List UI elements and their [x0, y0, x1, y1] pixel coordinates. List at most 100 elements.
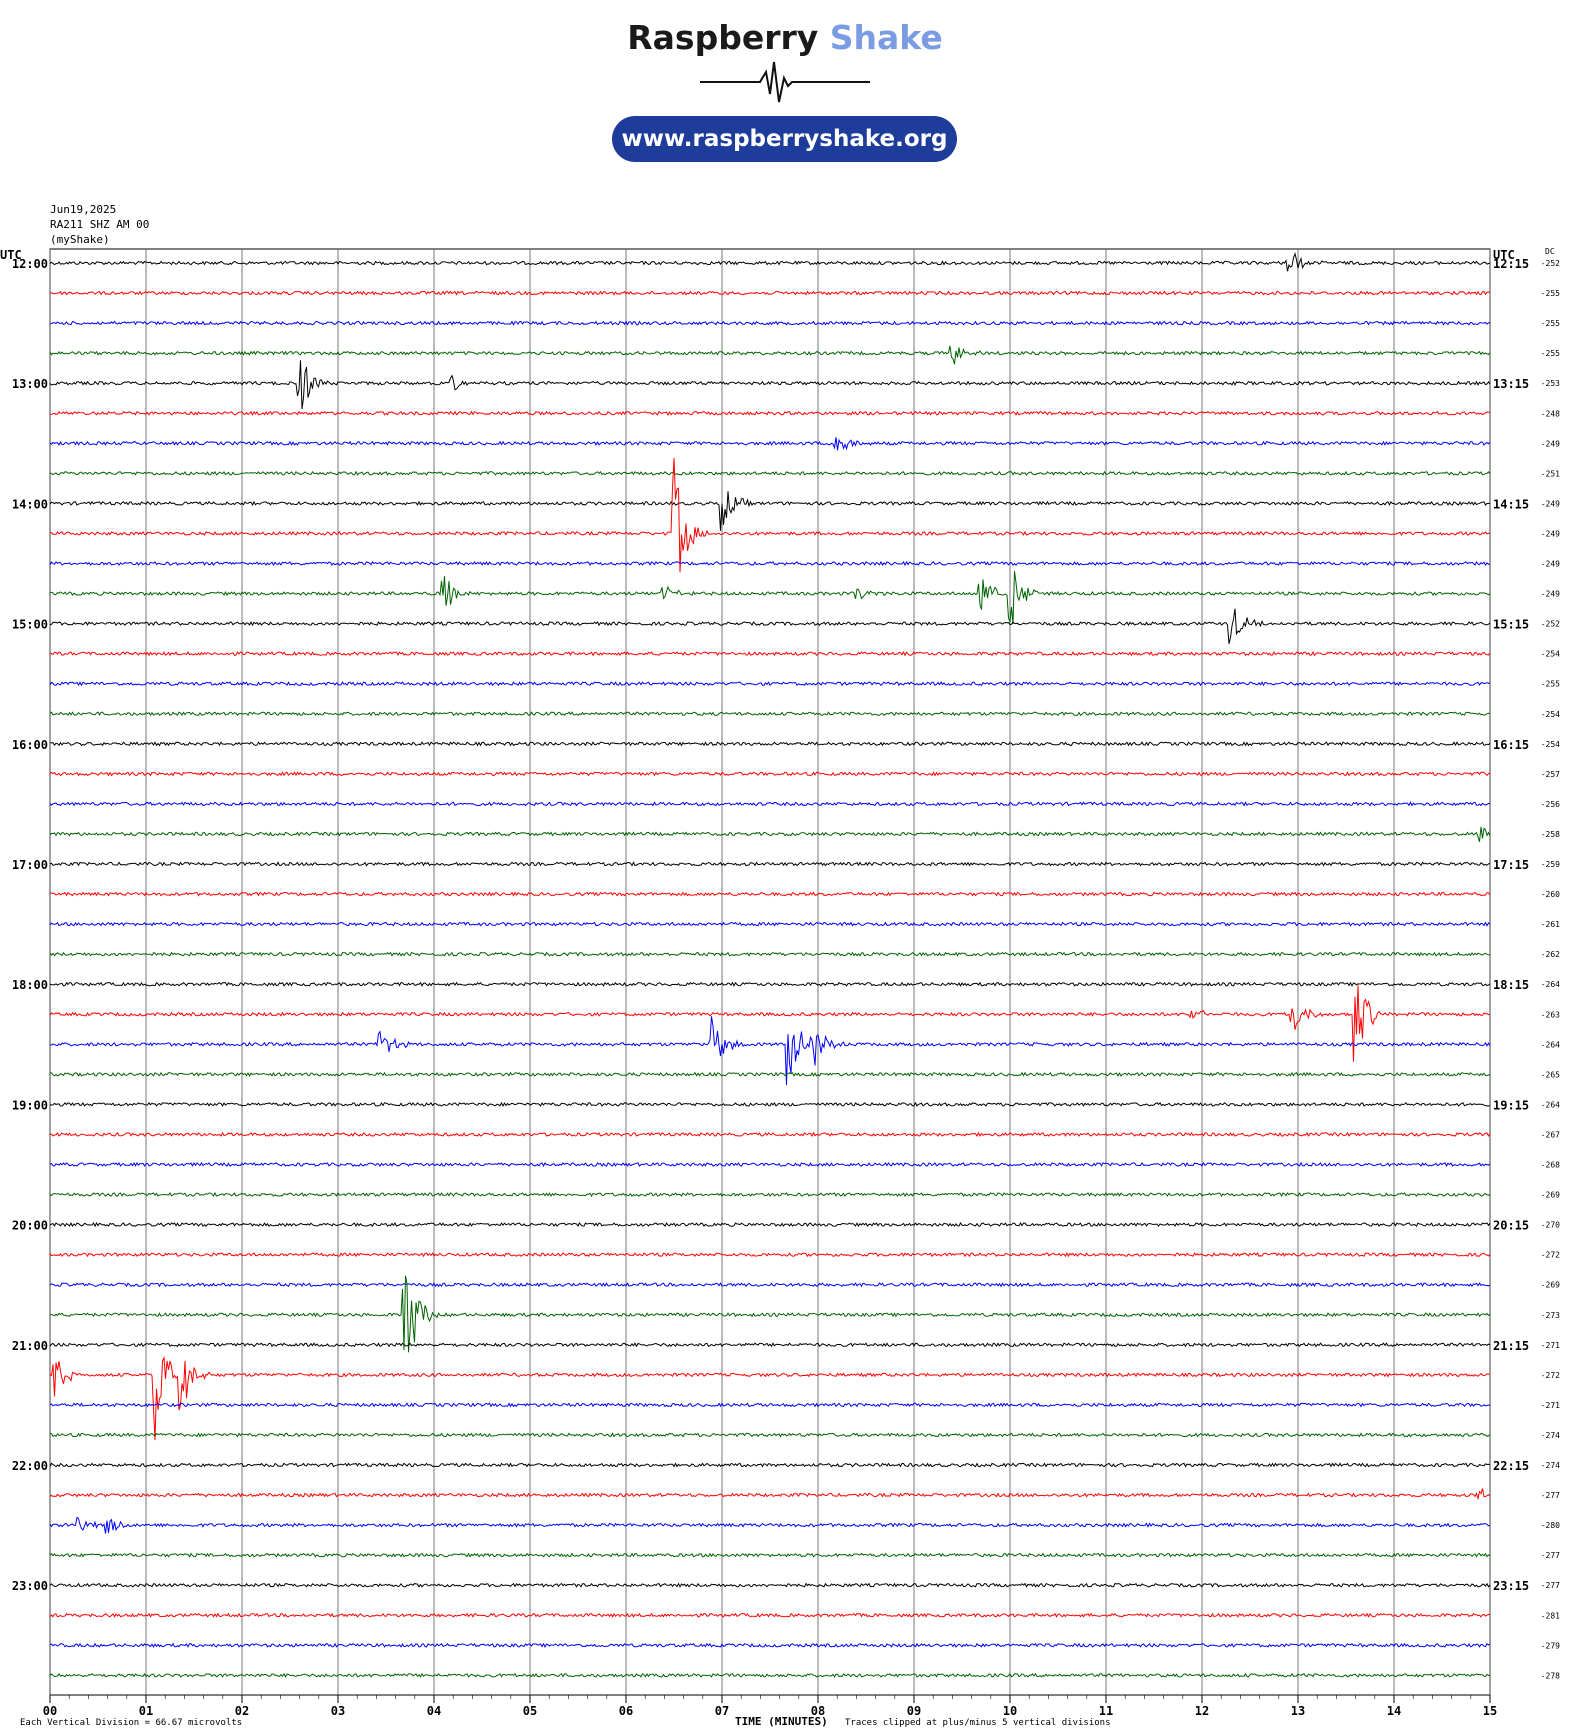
dc-offset-label: -254: [1541, 710, 1560, 719]
hour-label-right: 12:15: [1493, 257, 1529, 271]
dc-offset-label: -255: [1541, 319, 1560, 328]
dc-offset-label: -267: [1541, 1130, 1560, 1139]
utc-label-right: UTC: [1493, 248, 1515, 262]
hour-label-right: 22:15: [1493, 1459, 1529, 1473]
seismic-trace: [49, 1612, 1491, 1618]
seismic-trace: [49, 951, 1491, 957]
seismic-trace: [49, 801, 1491, 807]
website-link[interactable]: www.raspberryshake.org: [612, 116, 957, 162]
hour-label-left: 22:00: [12, 1459, 48, 1473]
dc-offset-label: -262: [1541, 950, 1560, 959]
dc-offset-label: -254: [1541, 650, 1560, 659]
dc-offset-label: -255: [1541, 289, 1560, 298]
hour-label-right: 13:15: [1493, 377, 1529, 391]
dc-offset-label: -248: [1541, 409, 1560, 418]
hour-label-left: 14:00: [12, 497, 48, 511]
seismic-trace: [49, 1161, 1491, 1168]
x-tick-label: 06: [619, 1704, 633, 1718]
dc-offset-label: -258: [1541, 830, 1560, 839]
seismic-trace: [49, 491, 1491, 531]
dc-offset-label: -268: [1541, 1161, 1560, 1170]
x-tick-label: 10: [1003, 1704, 1017, 1718]
x-tick-label: 14: [1387, 1704, 1401, 1718]
dc-offset-label: -277: [1541, 1551, 1560, 1560]
dc-offset-label: -271: [1541, 1341, 1560, 1350]
x-tick-label: 08: [811, 1704, 825, 1718]
seismic-trace: [49, 360, 1491, 409]
seismic-trace: [49, 771, 1491, 777]
dc-offset-label: -251: [1541, 469, 1560, 478]
x-tick-label: 00: [43, 1704, 57, 1718]
seismic-trace: [49, 1552, 1491, 1558]
dc-offset-label: -264: [1541, 1100, 1560, 1109]
date-label: Jun19,2025: [50, 203, 117, 216]
dc-offset-label: -273: [1541, 1311, 1560, 1320]
dc-offset-label: -260: [1541, 890, 1560, 899]
dc-offset-label: -277: [1541, 1581, 1560, 1590]
seismic-wave-logo-icon: [700, 61, 870, 103]
x-tick-label: 09: [907, 1704, 921, 1718]
hour-label-right: 17:15: [1493, 858, 1529, 872]
seismic-trace: [49, 1282, 1491, 1288]
dc-offset-label: -274: [1541, 1461, 1560, 1470]
hour-label-left: 18:00: [12, 978, 48, 992]
brand-title: Raspberry Shake: [0, 18, 1570, 57]
hour-label-left: 23:00: [12, 1579, 48, 1593]
x-axis-title: TIME (MINUTES): [735, 1715, 828, 1728]
dc-offset-label: -249: [1541, 439, 1560, 448]
x-tick-label: 05: [523, 1704, 537, 1718]
dc-offset-label: -277: [1541, 1491, 1560, 1500]
dc-offset-label: -249: [1541, 499, 1560, 508]
dc-offset-label: -272: [1541, 1371, 1560, 1380]
hour-label-left: 15:00: [12, 618, 48, 632]
seismic-trace: [49, 1191, 1491, 1198]
hour-label-right: 18:15: [1493, 978, 1529, 992]
seismic-trace: [49, 1642, 1491, 1649]
hour-label-right: 23:15: [1493, 1579, 1529, 1593]
hour-label-left: 13:00: [12, 377, 48, 391]
seismic-trace: [49, 891, 1491, 897]
dc-header-label: DC: [1545, 247, 1555, 256]
dc-offset-label: -249: [1541, 590, 1560, 599]
x-tick-label: 13: [1291, 1704, 1305, 1718]
x-tick-label: 04: [427, 1704, 441, 1718]
seismic-trace: [49, 608, 1491, 644]
dc-offset-label: -265: [1541, 1070, 1560, 1079]
hour-label-right: 20:15: [1493, 1219, 1529, 1233]
x-tick-label: 01: [139, 1704, 153, 1718]
brand-name-accent: Shake: [829, 18, 943, 57]
x-tick-label: 03: [331, 1704, 345, 1718]
dc-offset-label: -254: [1541, 740, 1560, 749]
hour-label-left: 16:00: [12, 738, 48, 752]
seismic-trace: [49, 861, 1491, 867]
seismic-trace: [49, 1221, 1491, 1228]
seismic-trace: [49, 650, 1491, 657]
seismic-trace: [49, 711, 1491, 717]
plot-frame: [49, 248, 1491, 1696]
seismic-trace: [49, 1516, 1491, 1534]
dc-offset-label: -263: [1541, 1010, 1560, 1019]
seismic-trace: [49, 1101, 1491, 1108]
seismic-trace: [49, 1251, 1491, 1258]
seismic-trace: [49, 826, 1491, 842]
hour-label-left: 21:00: [12, 1339, 48, 1353]
seismic-trace: [49, 981, 1491, 987]
seismic-trace: [49, 410, 1491, 416]
hour-label-right: 19:15: [1493, 1098, 1529, 1112]
hour-label-left: 20:00: [12, 1219, 48, 1233]
seismic-trace: [49, 251, 1491, 272]
seismic-trace: [49, 345, 1491, 365]
dc-offset-label: -252: [1541, 620, 1560, 629]
dc-offset-label: -249: [1541, 529, 1560, 538]
grid: [49, 248, 1491, 1703]
dc-offset-label: -255: [1541, 349, 1560, 358]
seismic-trace: [49, 1342, 1491, 1348]
seismic-trace: [49, 470, 1491, 476]
x-tick-label: 11: [1099, 1704, 1113, 1718]
seismic-trace: [49, 290, 1491, 296]
dc-offset-label: -269: [1541, 1281, 1560, 1290]
seismic-trace: [49, 320, 1491, 326]
dc-offset-label: -255: [1541, 680, 1560, 689]
source-label: (myShake): [50, 233, 110, 246]
